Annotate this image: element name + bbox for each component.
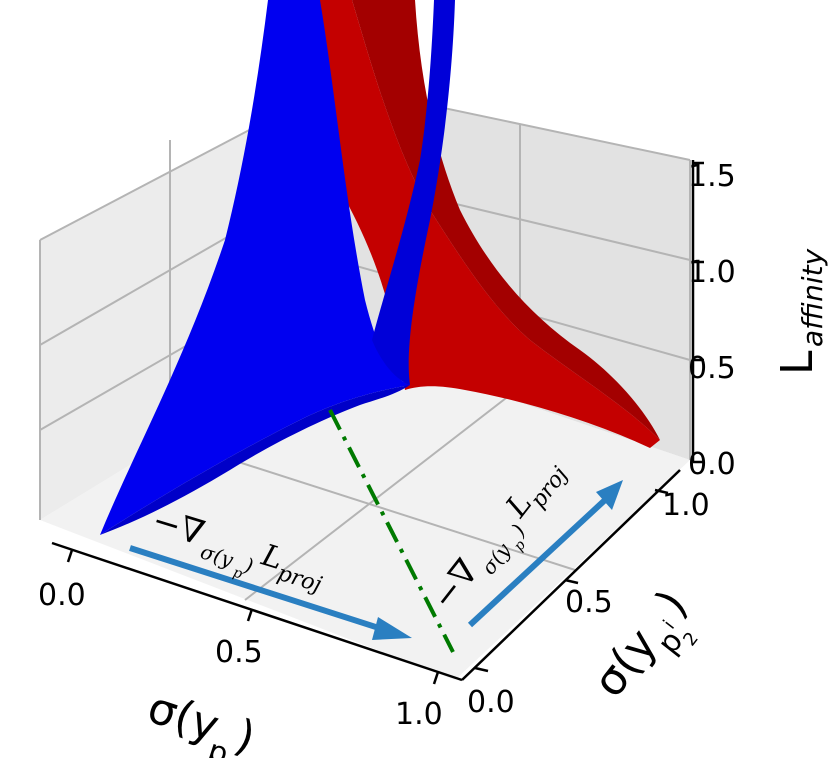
axis-ticks bbox=[66, 161, 704, 685]
z-axis-label-main: L bbox=[772, 350, 823, 375]
z-tick-2: 1.0 bbox=[688, 255, 736, 290]
axis-lines bbox=[51, 160, 695, 682]
y-tick-2: 1.0 bbox=[662, 488, 710, 523]
y-axis-label-main: σ(y bbox=[583, 619, 667, 706]
y-tick-1: 0.5 bbox=[565, 585, 613, 620]
x-tick-2: 1.0 bbox=[395, 697, 443, 732]
z-tick-1: 0.5 bbox=[688, 351, 736, 386]
projection-line bbox=[328, 409, 455, 653]
x-axis-label: σ(y p ) bbox=[142, 682, 262, 758]
gradient-arrow-y bbox=[467, 480, 623, 628]
y-tick-0: 0.0 bbox=[467, 685, 515, 720]
z-tick-0: 0.0 bbox=[688, 447, 736, 482]
z-axis-label-sub: affinity bbox=[796, 248, 829, 347]
y-axis-label-close: ) bbox=[647, 581, 698, 626]
x-axis-label-close: ) bbox=[229, 710, 261, 758]
x-tick-0: 0.0 bbox=[38, 578, 86, 613]
blue-surface bbox=[100, 0, 410, 535]
z-tick-3: 1.5 bbox=[688, 159, 736, 194]
gradient-arrow-x bbox=[129, 545, 412, 640]
blue-surface-right bbox=[372, 0, 455, 385]
blue-surface-front bbox=[100, 385, 410, 535]
x-tick-1: 0.5 bbox=[215, 635, 263, 670]
z-axis-label: L affinity bbox=[772, 248, 829, 375]
